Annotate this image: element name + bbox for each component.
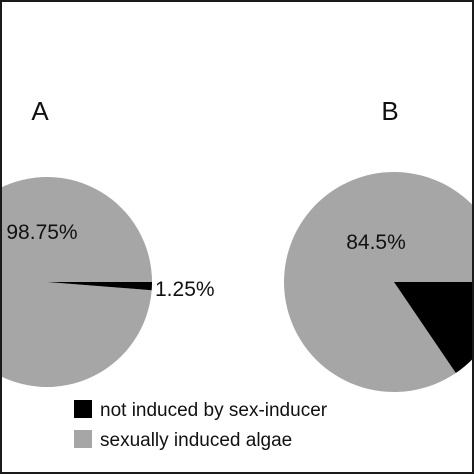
- pies-group: [2, 172, 472, 392]
- pie-a-slice-sexually-induced: [2, 177, 152, 387]
- legend-swatch-not-induced: [74, 400, 92, 418]
- legend-swatch-sexually-induced: [74, 430, 92, 448]
- slice-label-a-sexually-induced: 98.75%: [6, 221, 77, 244]
- legend-label-not-induced: not induced by sex-inducer: [100, 400, 328, 421]
- legend-label-sexually-induced: sexually induced algae: [100, 430, 292, 451]
- pie-b-slice-not-induced: [394, 282, 472, 373]
- slice-label-a-not-induced: 1.25%: [155, 278, 215, 301]
- pie-a-slice-not-induced: [47, 282, 152, 291]
- panel-label-a: A: [31, 96, 49, 126]
- panel-label-b: B: [381, 96, 398, 126]
- pie-b-slice-sexually-induced: [284, 172, 472, 392]
- slice-label-b-sexually-induced: 84.5%: [346, 231, 406, 254]
